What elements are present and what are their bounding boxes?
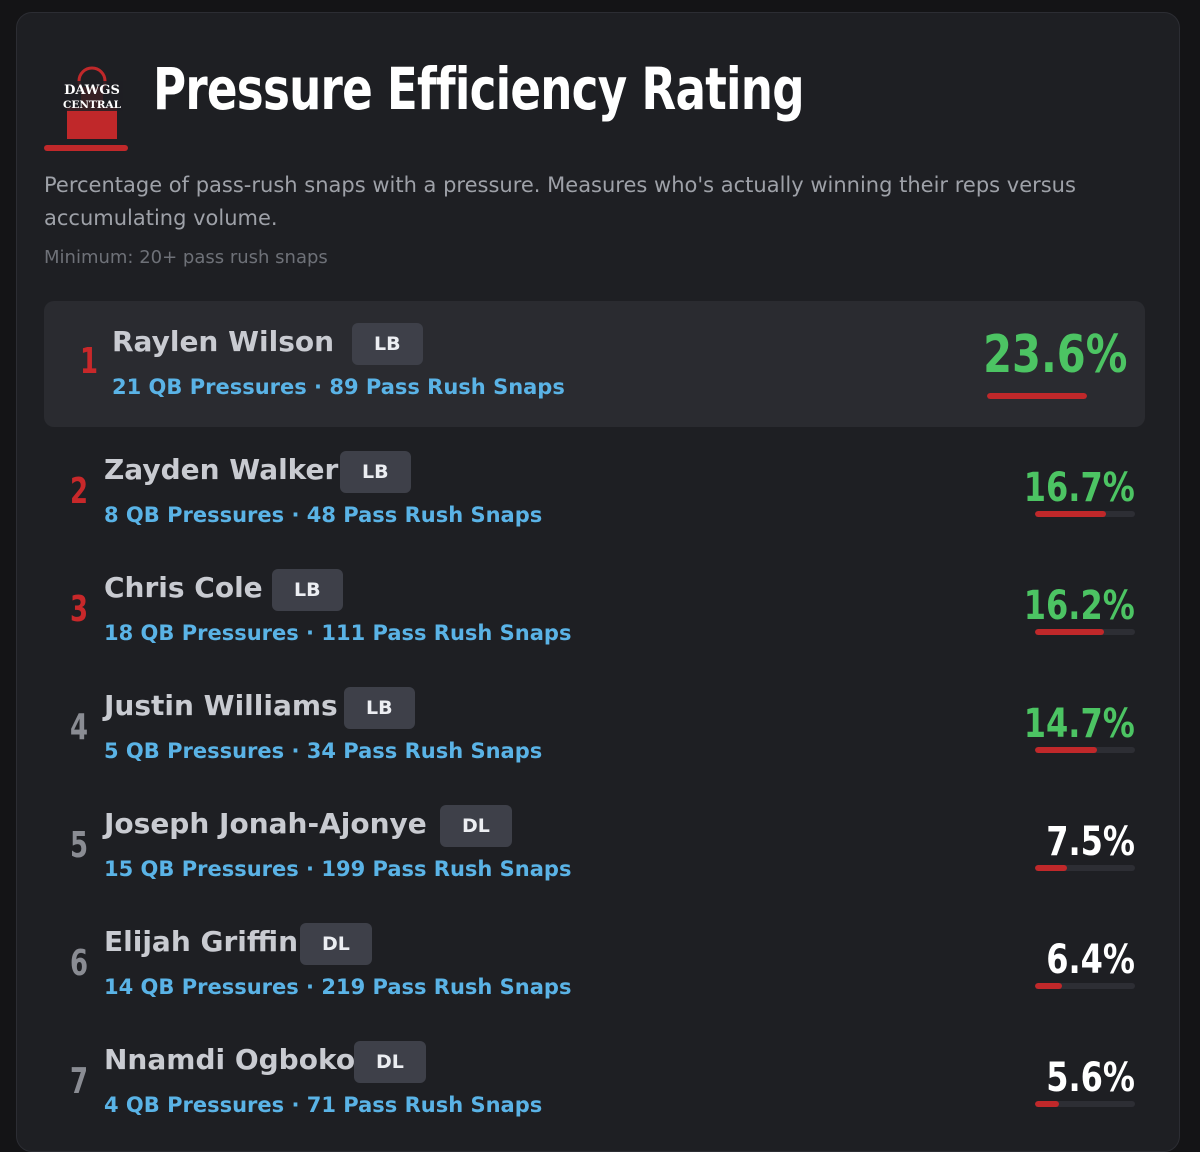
player-stats: 4 QB Pressures · 71 Pass Rush Snaps xyxy=(104,1093,543,1117)
player-stats: 18 QB Pressures · 111 Pass Rush Snaps xyxy=(104,621,572,645)
player-row: 3 Chris Cole LB 18 QB Pressures · 111 Pass … xyxy=(44,561,1145,671)
rate-bar-fill xyxy=(1035,1101,1059,1107)
player-row: 4 Justin Williams LB 5 QB Pressures · 34 Pa… xyxy=(44,679,1145,789)
player-row: 7 Nnamdi Ogboko DL 4 QB Pressures · 71 Pass… xyxy=(44,1033,1145,1143)
player-stats: 15 QB Pressures · 199 Pass Rush Snaps xyxy=(104,857,572,881)
player-name: Justin Williams xyxy=(104,689,338,722)
position-badge: LB xyxy=(352,323,423,365)
rate-bar-track xyxy=(1035,983,1135,989)
rate-bar-fill xyxy=(1035,629,1104,635)
player-row: 2 Zayden Walker LB 8 QB Pressures · 48 Pass… xyxy=(44,443,1145,553)
title-underline xyxy=(44,145,128,151)
player-name: Joseph Jonah-Ajonye xyxy=(104,807,427,840)
player-rank: 3 xyxy=(70,589,89,630)
leaderboard-card: DAWGS CENTRAL Pressure Efficiency Rating… xyxy=(16,12,1180,1152)
player-name: Chris Cole xyxy=(104,571,263,604)
pressure-rate-value: 16.7% xyxy=(1023,465,1135,511)
rate-bar-track xyxy=(987,393,1087,399)
player-rank: 1 xyxy=(80,341,99,382)
pressure-rate-value: 14.7% xyxy=(1023,701,1135,747)
pressure-rate-value: 5.6% xyxy=(1046,1055,1135,1101)
rate-bar-track xyxy=(1035,629,1135,635)
player-rank: 6 xyxy=(70,943,89,984)
player-rank: 5 xyxy=(70,825,89,866)
player-row: 5 Joseph Jonah-Ajonye DL 15 QB Pressures · … xyxy=(44,797,1145,907)
player-stats: 21 QB Pressures · 89 Pass Rush Snaps xyxy=(112,375,565,399)
pressure-rate-value: 7.5% xyxy=(1046,819,1135,865)
position-badge: LB xyxy=(344,687,415,729)
player-name: Zayden Walker xyxy=(104,453,339,486)
player-rank: 4 xyxy=(70,707,89,748)
position-badge: LB xyxy=(272,569,343,611)
player-row: 6 Elijah Griffin DL 14 QB Pressures · 219 P… xyxy=(44,915,1145,1025)
rate-bar-track xyxy=(1035,1101,1135,1107)
rate-bar-track xyxy=(1035,511,1135,517)
dawgs-central-logo: DAWGS CENTRAL xyxy=(61,66,123,139)
rate-bar-fill xyxy=(1035,511,1106,517)
player-row: 1 Raylen Wilson LB 21 QB Pressures · 89 Pas… xyxy=(44,301,1145,427)
logo-text-dawgs: DAWGS xyxy=(64,83,120,98)
pressure-rate-value: 16.2% xyxy=(1023,583,1135,629)
rate-bar-fill xyxy=(1035,747,1097,753)
page-description: Percentage of pass-rush snaps with a pre… xyxy=(44,173,1076,230)
rate-bar-fill xyxy=(1035,865,1067,871)
player-name: Elijah Griffin xyxy=(104,925,299,958)
logo-text-central: CENTRAL xyxy=(63,99,122,111)
rate-bar-fill xyxy=(1035,983,1062,989)
player-rank: 2 xyxy=(70,471,89,512)
position-badge: DL xyxy=(440,805,512,847)
page-title: Pressure Efficiency Rating xyxy=(153,55,805,123)
player-stats: 8 QB Pressures · 48 Pass Rush Snaps xyxy=(104,503,543,527)
player-stats: 14 QB Pressures · 219 Pass Rush Snaps xyxy=(104,975,572,999)
player-stats: 5 QB Pressures · 34 Pass Rush Snaps xyxy=(104,739,543,763)
rate-bar-fill xyxy=(987,393,1087,399)
minimum-note: Minimum: 20+ pass rush snaps xyxy=(44,247,328,268)
pressure-rate-value: 6.4% xyxy=(1046,937,1135,983)
position-badge: DL xyxy=(354,1041,426,1083)
position-badge: DL xyxy=(300,923,372,965)
rate-bar-track xyxy=(1035,865,1135,871)
player-name: Nnamdi Ogboko xyxy=(104,1043,356,1076)
player-rank: 7 xyxy=(70,1061,89,1102)
position-badge: LB xyxy=(340,451,411,493)
pressure-rate-value: 23.6% xyxy=(982,325,1127,385)
player-name: Raylen Wilson xyxy=(112,325,335,358)
rate-bar-track xyxy=(1035,747,1135,753)
